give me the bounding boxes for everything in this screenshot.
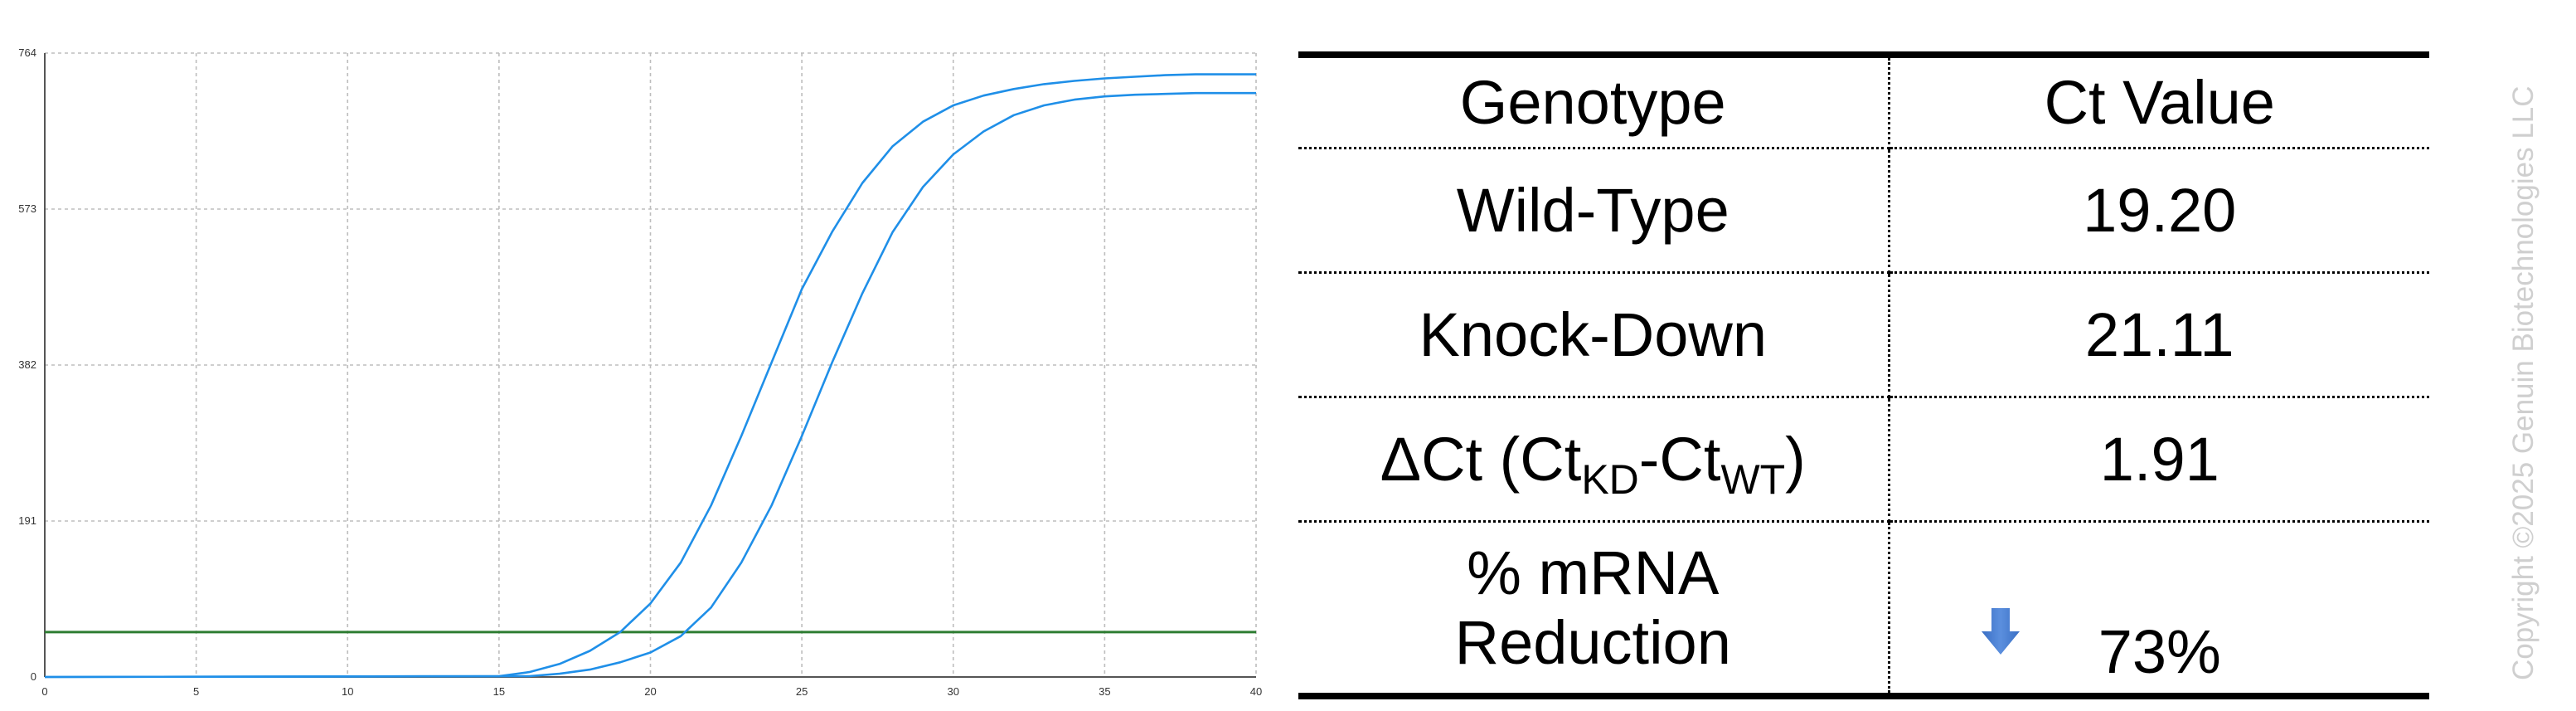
ct-value-wild-type: 19.20 <box>1889 148 2429 274</box>
down-arrow-icon <box>1982 608 2020 655</box>
x-tick-label: 20 <box>644 685 656 698</box>
y-tick-label: 573 <box>18 202 36 215</box>
y-tick-label: 382 <box>18 358 36 371</box>
table-row: % mRNA Reduction 73% <box>1298 521 2429 699</box>
reduction-label-line1: % mRNA <box>1467 538 1720 607</box>
delta-ct-subscript-wt: WT <box>1720 455 1786 503</box>
ct-value-delta: 1.91 <box>1889 397 2429 523</box>
table-row: Wild-Type 19.20 <box>1298 148 2429 274</box>
delta-ct-label: ΔCt (CtKD-CtWT) <box>1298 397 1890 523</box>
y-tick-label: 764 <box>18 46 36 59</box>
copyright-notice: Copyright ©2025 Genuin Biotechnologies L… <box>2507 85 2540 680</box>
reduction-label-text: % mRNA Reduction <box>1455 538 1731 678</box>
x-tick-label: 35 <box>1099 685 1110 698</box>
x-tick-label: 0 <box>41 685 47 698</box>
x-tick-label: 40 <box>1250 685 1262 698</box>
delta-ct-close: ) <box>1785 424 1806 494</box>
ct-value-knock-down: 21.11 <box>1889 272 2429 398</box>
amplification-curve-2 <box>44 91 1256 679</box>
y-tick-label: 191 <box>18 514 36 527</box>
genotype-knock-down: Knock-Down <box>1298 272 1890 398</box>
delta-ct-middle: -Ct <box>1638 424 1721 494</box>
delta-ct-subscript-kd: KD <box>1581 455 1639 503</box>
ct-table-container: Genotype Ct Value Wild-Type 19.20 Knock-… <box>1298 51 2429 699</box>
reduction-value-cell: 73% <box>1889 521 2429 699</box>
x-tick-label: 30 <box>948 685 959 698</box>
header-ct-value: Ct Value <box>1889 51 2429 149</box>
table-header-row: Genotype Ct Value <box>1298 51 2429 149</box>
reduction-label-line2: Reduction <box>1454 607 1731 677</box>
x-tick-label: 15 <box>493 685 505 698</box>
table-row: Knock-Down 21.11 <box>1298 272 2429 398</box>
delta-ct-prefix: ΔCt (Ct <box>1380 424 1582 494</box>
header-genotype: Genotype <box>1298 51 1890 149</box>
amplification-chart: 0 5 10 15 20 25 30 35 40 0 191 382 573 764 <box>18 46 1262 698</box>
reduction-label: % mRNA Reduction <box>1298 521 1890 699</box>
ct-results-table: Genotype Ct Value Wild-Type 19.20 Knock-… <box>1298 51 2429 699</box>
amplification-curve-1 <box>44 73 1256 679</box>
amplification-plot: 0 5 10 15 20 25 30 35 40 0 191 382 573 764 <box>18 46 1262 698</box>
x-tick-label: 5 <box>193 685 199 698</box>
x-tick-label: 10 <box>342 685 353 698</box>
reduction-value: 73% <box>2098 616 2221 686</box>
genotype-wild-type: Wild-Type <box>1298 148 1890 274</box>
table-row: ΔCt (CtKD-CtWT) 1.91 <box>1298 397 2429 523</box>
x-tick-label: 25 <box>796 685 808 698</box>
y-tick-label: 0 <box>31 670 36 683</box>
